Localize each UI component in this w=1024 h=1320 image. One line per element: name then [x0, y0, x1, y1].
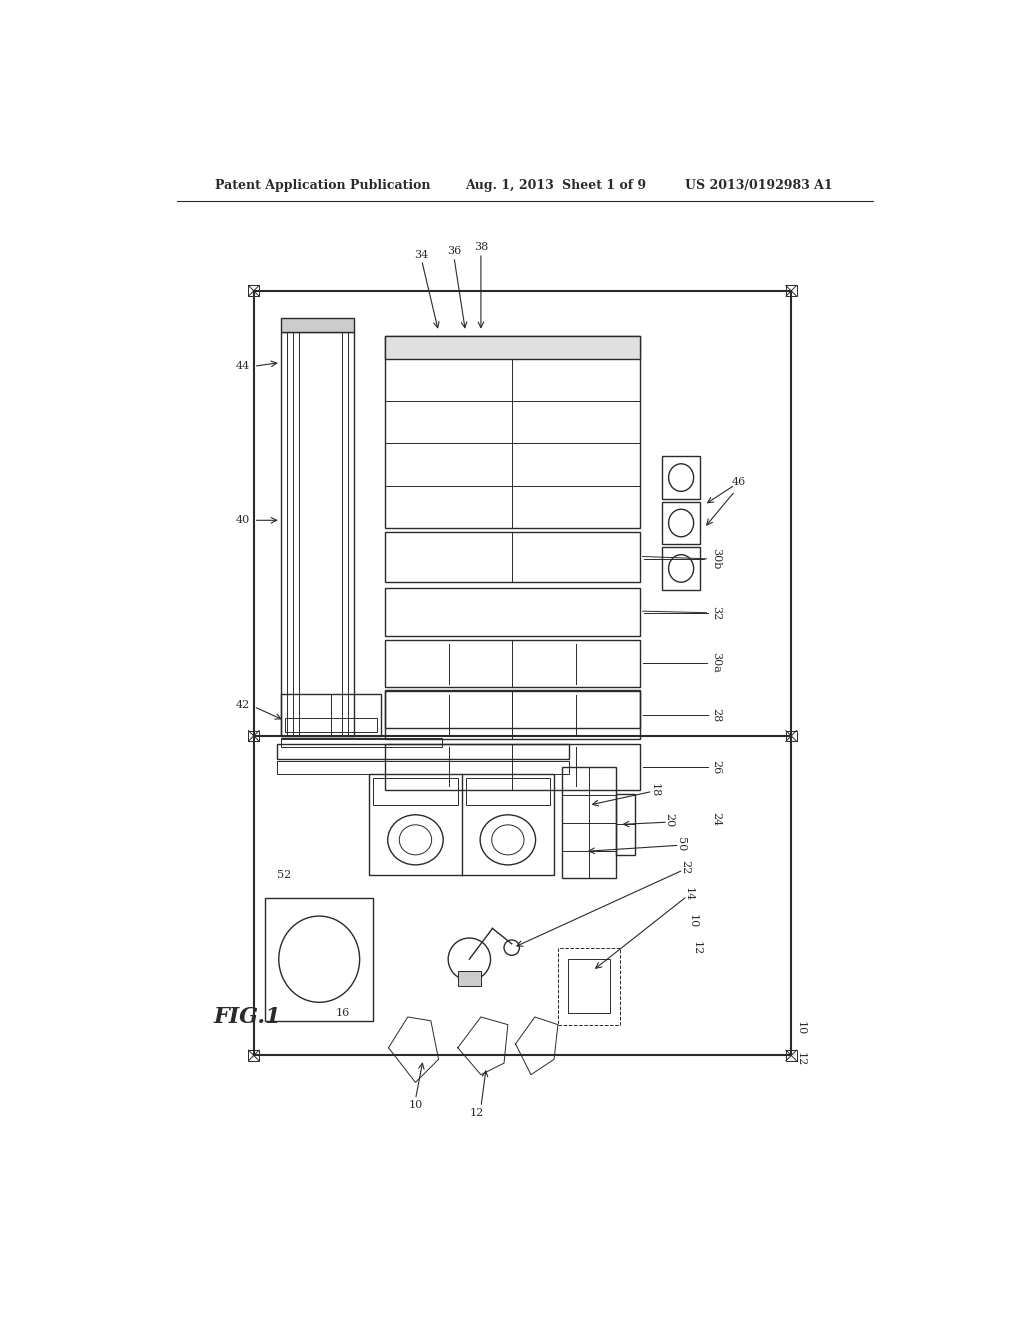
Text: 32: 32	[711, 606, 721, 620]
Text: 24: 24	[711, 812, 721, 826]
Bar	[265, 898, 373, 1020]
Bar	[249, 1051, 259, 1061]
Bar	[385, 689, 640, 729]
Bar	[662, 548, 700, 590]
Text: 42: 42	[236, 700, 250, 710]
Bar	[466, 779, 550, 805]
Bar	[249, 730, 259, 742]
Text: 36: 36	[446, 246, 461, 256]
Text: FIG.1: FIG.1	[214, 1006, 282, 1028]
Text: Patent Application Publication: Patent Application Publication	[215, 178, 431, 191]
Bar	[385, 335, 640, 359]
Bar	[385, 743, 640, 789]
Bar	[785, 285, 797, 296]
Bar	[385, 532, 640, 582]
Bar	[249, 285, 259, 296]
Bar	[276, 760, 569, 775]
Text: 30a: 30a	[711, 652, 721, 673]
Text: 50: 50	[676, 837, 686, 851]
Text: Sheet 1 of 9: Sheet 1 of 9	[562, 178, 646, 191]
Bar	[281, 738, 442, 747]
Text: 12: 12	[796, 1052, 806, 1067]
Text: 10: 10	[409, 1101, 423, 1110]
Text: 44: 44	[236, 362, 250, 371]
Bar	[458, 970, 481, 986]
Bar	[281, 693, 381, 737]
Text: 10: 10	[688, 913, 697, 928]
Bar	[562, 767, 615, 878]
Text: 38: 38	[474, 242, 488, 252]
Bar	[276, 743, 569, 759]
Bar	[373, 779, 458, 805]
Text: 14: 14	[684, 887, 694, 900]
Text: 16: 16	[335, 1008, 349, 1018]
Text: 52: 52	[278, 870, 292, 879]
Text: 28: 28	[711, 708, 721, 722]
Text: 18: 18	[649, 783, 659, 797]
Bar	[662, 457, 700, 499]
Bar	[385, 589, 640, 636]
Bar	[370, 775, 554, 875]
Text: US 2013/0192983 A1: US 2013/0192983 A1	[685, 178, 833, 191]
Bar	[385, 692, 640, 739]
Text: 10: 10	[796, 1022, 806, 1036]
Bar	[254, 290, 792, 1056]
Bar	[281, 331, 354, 737]
Text: 20: 20	[665, 813, 675, 828]
Text: 30b: 30b	[711, 548, 721, 569]
Bar	[568, 960, 610, 1014]
Bar	[785, 1051, 797, 1061]
Text: 12: 12	[691, 941, 701, 954]
Bar	[558, 948, 620, 1024]
Bar	[785, 730, 797, 742]
Bar	[662, 502, 700, 544]
Text: Aug. 1, 2013: Aug. 1, 2013	[466, 178, 554, 191]
Text: 34: 34	[415, 249, 429, 260]
Text: 12: 12	[470, 1109, 484, 1118]
Bar	[385, 335, 640, 528]
Text: 40: 40	[236, 515, 250, 525]
Text: 26: 26	[711, 759, 721, 774]
Bar	[285, 718, 377, 733]
Text: 22: 22	[680, 859, 690, 874]
Bar	[281, 318, 354, 331]
Bar	[615, 793, 635, 855]
Bar	[385, 640, 640, 688]
Text: 46: 46	[732, 477, 746, 487]
